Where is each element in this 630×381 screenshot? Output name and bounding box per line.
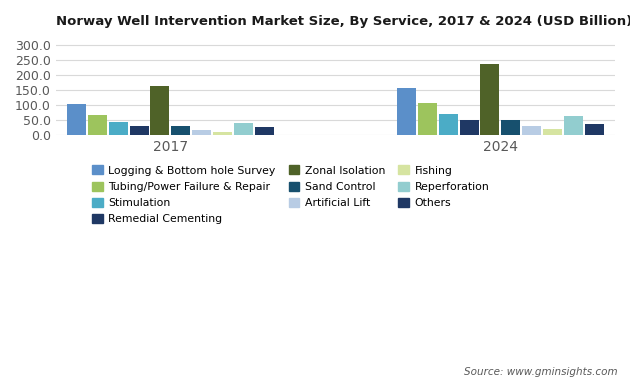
Bar	[397, 88, 416, 136]
Bar	[255, 127, 273, 136]
Bar	[171, 126, 190, 136]
Bar	[418, 103, 437, 136]
Bar	[192, 130, 211, 136]
Bar	[522, 126, 541, 136]
Bar	[67, 104, 86, 136]
Bar	[151, 86, 169, 136]
Bar	[130, 126, 149, 136]
Bar	[109, 122, 128, 136]
Bar	[88, 115, 107, 136]
Bar	[501, 120, 520, 136]
Bar	[234, 123, 253, 136]
Bar	[543, 129, 562, 136]
Bar	[585, 124, 604, 136]
Bar	[438, 114, 458, 136]
Bar	[213, 132, 232, 136]
Text: Norway Well Intervention Market Size, By Service, 2017 & 2024 (USD Billion): Norway Well Intervention Market Size, By…	[55, 15, 630, 28]
Bar	[564, 116, 583, 136]
Bar	[481, 64, 500, 136]
Text: Source: www.gminsights.com: Source: www.gminsights.com	[464, 367, 617, 377]
Legend: Logging & Bottom hole Survey, Tubing/Power Failure & Repair, Stimulation, Remedi: Logging & Bottom hole Survey, Tubing/Pow…	[89, 162, 493, 227]
Bar	[459, 120, 479, 136]
